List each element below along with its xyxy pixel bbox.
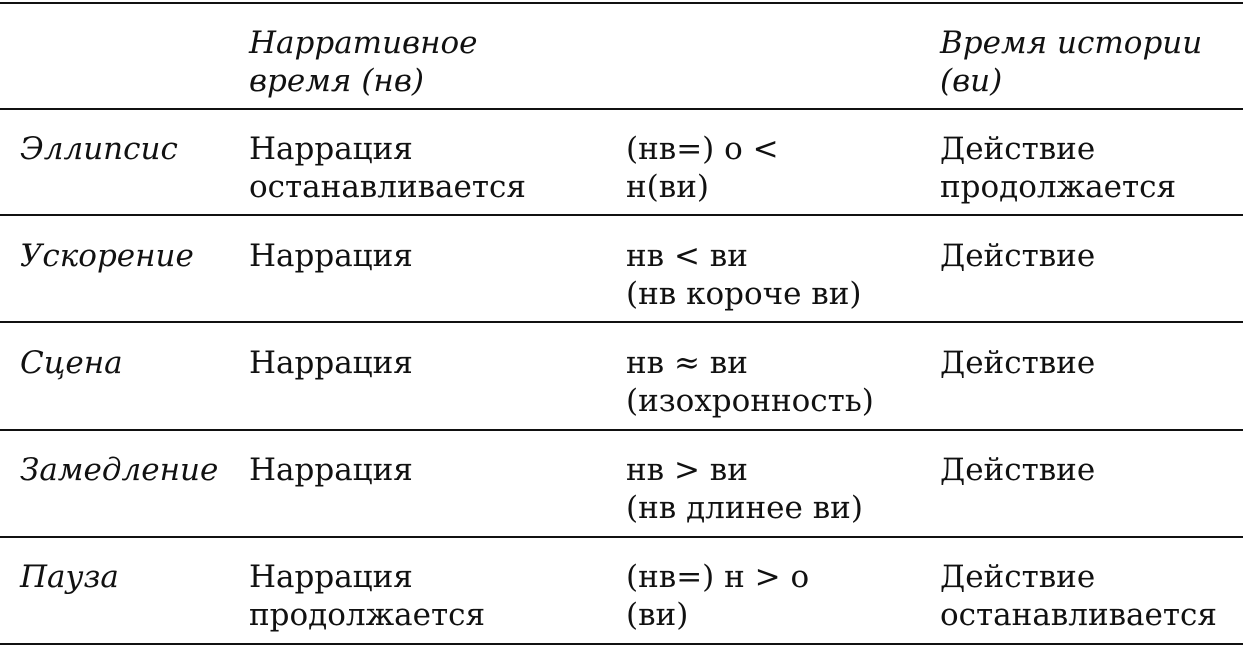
relation-cell: нв > ви (нв длинее ви) <box>626 451 863 527</box>
row-label: Ускорение <box>20 237 194 275</box>
cell-line: Действие <box>940 345 1096 381</box>
cell-line: нв > ви <box>626 452 748 488</box>
cell-line: н(ви) <box>626 169 709 205</box>
relation-cell: нв < ви (нв короче ви) <box>626 237 862 313</box>
header-story-time: Время истории (ви) <box>940 24 1202 100</box>
relation-cell: (нв=) н > о (ви) <box>626 558 809 634</box>
cell-line: Наррация <box>249 131 413 167</box>
table-row: Замедление Наррация нв > ви (нв длинее ви) Д… <box>0 431 1243 537</box>
cell-line: Замедление <box>20 452 219 488</box>
cell-line: (нв=) н > о <box>626 559 810 595</box>
story-cell: Действие <box>940 237 1095 275</box>
relation-cell: нв ≈ ви (изохронность) <box>626 344 874 420</box>
cell-line: Действие <box>940 238 1096 274</box>
row-label: Эллипсис <box>20 130 178 168</box>
narrative-cell: Наррация останавливается <box>249 130 526 206</box>
cell-line: (нв=) о < <box>626 131 779 167</box>
table-top-rule <box>0 2 1243 4</box>
narrative-cell: Наррация <box>249 237 413 275</box>
cell-line: останавливается <box>249 169 526 205</box>
cell-line: Действие <box>940 452 1096 488</box>
row-rule <box>0 321 1243 323</box>
table-header-row: Нарративное время (нв) Время истории (ви… <box>0 4 1243 110</box>
relation-cell: (нв=) о < н(ви) <box>626 130 779 206</box>
cell-line: останавливается <box>940 597 1217 633</box>
header-narrative-time: Нарративное время (нв) <box>249 24 478 100</box>
cell-line: Действие <box>940 131 1096 167</box>
cell-line: Наррация <box>249 345 413 381</box>
cell-line: продолжается <box>940 169 1177 205</box>
table-row: Сцена Наррация нв ≈ ви (изохронность) Действ… <box>0 324 1243 430</box>
cell-line: (изохронность) <box>626 383 874 419</box>
header-line: Время истории <box>940 25 1203 61</box>
header-line: (ви) <box>940 63 1003 99</box>
story-cell: Действие останавливается <box>940 558 1217 634</box>
cell-line: (нв длинее ви) <box>626 490 863 526</box>
row-rule <box>0 214 1243 216</box>
cell-line: нв ≈ ви <box>626 345 748 381</box>
story-cell: Действие <box>940 344 1095 382</box>
story-cell: Действие продолжается <box>940 130 1176 206</box>
table-row: Эллипсис Наррация останавливается (нв=) о <… <box>0 110 1243 216</box>
cell-line: (нв короче ви) <box>626 276 862 312</box>
cell-line: (ви) <box>626 597 689 633</box>
row-rule <box>0 536 1243 538</box>
row-rule <box>0 643 1243 645</box>
row-label: Сцена <box>20 344 123 382</box>
cell-line: Сцена <box>20 345 123 381</box>
header-rule <box>0 108 1243 110</box>
narrative-cell: Наррация <box>249 344 413 382</box>
narrative-cell: Наррация продолжается <box>249 558 485 634</box>
cell-line: Наррация <box>249 238 413 274</box>
row-rule <box>0 429 1243 431</box>
cell-line: нв < ви <box>626 238 748 274</box>
row-label: Замедление <box>20 451 218 489</box>
cell-line: Эллипсис <box>20 131 178 167</box>
cell-line: Наррация <box>249 559 413 595</box>
cell-line: Ускорение <box>20 238 194 274</box>
narrative-cell: Наррация <box>249 451 413 489</box>
cell-line: Пауза <box>20 559 119 595</box>
table-row: Пауза Наррация продолжается (нв=) н > о (ви)… <box>0 538 1243 644</box>
cell-line: Наррация <box>249 452 413 488</box>
row-label: Пауза <box>20 558 119 596</box>
header-line: время (нв) <box>249 63 424 99</box>
cell-line: Действие <box>940 559 1096 595</box>
header-line: Нарративное <box>249 25 478 61</box>
story-cell: Действие <box>940 451 1095 489</box>
cell-line: продолжается <box>249 597 486 633</box>
table-row: Ускорение Наррация нв < ви (нв короче ви) Де… <box>0 217 1243 323</box>
